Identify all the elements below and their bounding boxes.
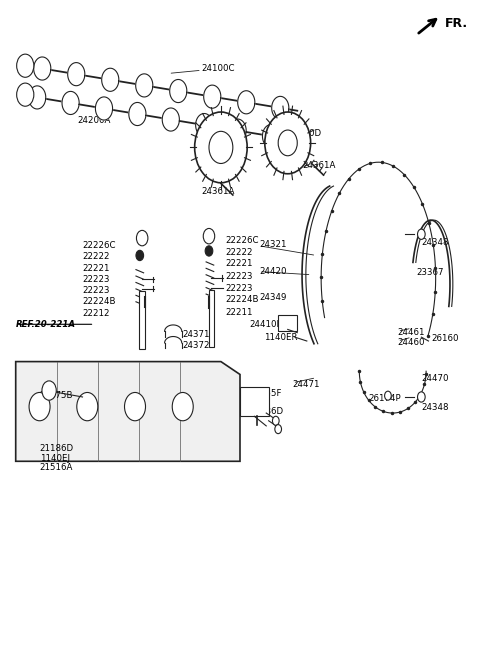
Bar — [240, 388, 269, 416]
Text: 24200A: 24200A — [78, 116, 111, 125]
Text: 24375B: 24375B — [39, 391, 73, 399]
Polygon shape — [162, 108, 180, 131]
Text: 24348: 24348 — [421, 238, 449, 247]
Circle shape — [418, 229, 425, 240]
Text: 22221: 22221 — [226, 259, 253, 268]
Circle shape — [136, 250, 144, 260]
Text: 1140ER: 1140ER — [264, 333, 298, 342]
Text: 22222: 22222 — [83, 252, 110, 261]
Text: 24361A: 24361A — [302, 161, 336, 170]
Circle shape — [172, 393, 193, 421]
Circle shape — [205, 246, 213, 256]
Circle shape — [42, 381, 56, 400]
Text: 24410B: 24410B — [250, 320, 283, 329]
Text: 24350D: 24350D — [288, 129, 322, 138]
Text: 22223: 22223 — [226, 272, 253, 281]
Circle shape — [418, 392, 425, 402]
Text: 22224B: 22224B — [226, 295, 259, 304]
Circle shape — [203, 229, 215, 244]
Text: 22224B: 22224B — [83, 297, 116, 306]
Bar — [139, 291, 145, 349]
Text: 22221: 22221 — [83, 264, 110, 273]
Text: 24355F: 24355F — [250, 390, 282, 398]
Circle shape — [124, 393, 145, 421]
Text: 22212: 22212 — [83, 309, 110, 318]
Circle shape — [265, 112, 311, 174]
Polygon shape — [34, 57, 51, 80]
Text: 22222: 22222 — [226, 248, 253, 256]
Polygon shape — [136, 74, 153, 97]
Text: 22226C: 22226C — [226, 236, 259, 245]
Text: 21186D: 21186D — [39, 444, 74, 453]
Text: 24420: 24420 — [259, 267, 287, 276]
Text: 24321: 24321 — [259, 240, 287, 249]
Text: 22223: 22223 — [226, 284, 253, 293]
Circle shape — [273, 416, 279, 425]
Bar — [278, 315, 297, 331]
Text: 21186D: 21186D — [250, 406, 284, 415]
Circle shape — [209, 131, 233, 163]
Polygon shape — [96, 97, 113, 120]
Text: 24460: 24460 — [397, 338, 425, 347]
Circle shape — [384, 391, 391, 400]
Text: 24470: 24470 — [421, 375, 449, 384]
Text: 24371B: 24371B — [183, 330, 216, 339]
Text: 21516A: 21516A — [39, 463, 73, 472]
Circle shape — [77, 393, 98, 421]
Text: 24461: 24461 — [397, 328, 425, 337]
Text: 24361A: 24361A — [202, 187, 235, 196]
Text: 24349: 24349 — [259, 293, 287, 302]
Text: 24471: 24471 — [292, 380, 320, 389]
Polygon shape — [204, 85, 221, 109]
Polygon shape — [272, 96, 289, 120]
Text: 24372B: 24372B — [183, 341, 216, 350]
Circle shape — [17, 54, 34, 78]
Polygon shape — [62, 91, 79, 114]
Polygon shape — [196, 114, 213, 137]
Text: FR.: FR. — [445, 17, 468, 30]
Text: 22223: 22223 — [83, 275, 110, 284]
Text: 24370B: 24370B — [206, 154, 240, 163]
Polygon shape — [229, 119, 246, 142]
Polygon shape — [263, 125, 280, 148]
Text: 24100C: 24100C — [202, 65, 235, 74]
Polygon shape — [102, 68, 119, 91]
Text: 22226C: 22226C — [83, 242, 116, 250]
Polygon shape — [169, 79, 187, 103]
Circle shape — [195, 112, 247, 183]
Circle shape — [136, 231, 148, 246]
Text: 24348: 24348 — [421, 403, 449, 412]
Polygon shape — [16, 362, 240, 461]
Polygon shape — [129, 103, 146, 125]
Text: 22223: 22223 — [83, 286, 110, 295]
Text: 22211: 22211 — [226, 307, 253, 317]
Circle shape — [278, 130, 297, 156]
Bar — [208, 289, 214, 348]
Polygon shape — [68, 63, 85, 86]
Circle shape — [29, 393, 50, 421]
Text: REF.20-221A: REF.20-221A — [16, 320, 76, 329]
Polygon shape — [29, 86, 46, 109]
Text: 26174P: 26174P — [369, 394, 401, 402]
Circle shape — [17, 83, 34, 106]
Text: 23367: 23367 — [417, 268, 444, 277]
Text: 1140EJ: 1140EJ — [39, 453, 70, 463]
Polygon shape — [238, 90, 255, 114]
Text: 26160: 26160 — [431, 334, 458, 343]
Circle shape — [275, 424, 281, 433]
